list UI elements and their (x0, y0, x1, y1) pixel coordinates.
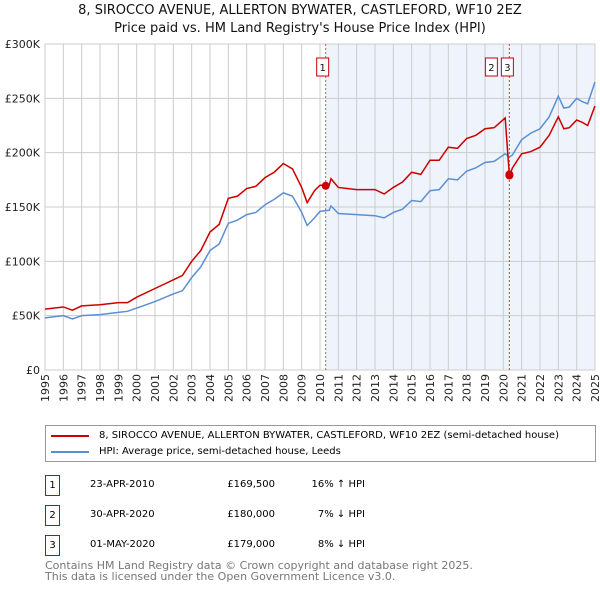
x-tick-label: 2012 (351, 374, 364, 402)
sale-number: 2 (45, 505, 60, 526)
x-tick-label: 2025 (589, 374, 600, 402)
sale-label-box (316, 57, 330, 77)
x-tick-label: 2006 (241, 374, 254, 402)
sale-price: £179,000 (227, 539, 275, 550)
legend-label-property: 8, SIROCCO AVENUE, ALLERTON BYWATER, CAS… (99, 430, 559, 441)
x-tick-label: 2002 (167, 374, 180, 402)
y-tick-label: £100K (5, 255, 41, 268)
x-tick-label: 2003 (186, 374, 199, 402)
hpi-line (44, 81, 596, 320)
x-tick-label: 2015 (406, 374, 419, 402)
x-tick-label: 2004 (204, 374, 217, 402)
sale-label-box (500, 57, 514, 77)
sale-label-number: 1 (319, 63, 325, 74)
x-tick-label: 2017 (442, 374, 455, 402)
footer: Contains HM Land Registry data © Crown c… (45, 560, 473, 582)
sale-hpi: 8% ↓ HPI (317, 539, 365, 550)
sale-number: 1 (45, 475, 60, 496)
sale-row: 3 01-MAY-2020 £179,000 8% ↓ HPI (45, 535, 445, 557)
x-tick-label: 2018 (461, 374, 474, 402)
x-tick-label: 2013 (369, 374, 382, 402)
y-tick-label: £0 (26, 364, 40, 377)
y-tick-label: £50K (12, 310, 41, 323)
x-tick-label: 2000 (131, 374, 144, 402)
y-tick-label: £250K (5, 92, 41, 105)
footer-line-2: This data is licensed under the Open Gov… (45, 570, 396, 583)
plot-area: 1995 1996 1997 1998 1999 2000 2001 2002 2003 2004… (5, 38, 600, 402)
x-tick-label: 2016 (424, 374, 437, 402)
sale-row: 1 23-APR-2010 £169,500 16% ↑ HPI (45, 475, 445, 497)
x-tick-label: 1999 (112, 374, 125, 402)
sale-number: 3 (45, 535, 60, 556)
sale-price: £169,500 (227, 479, 275, 490)
x-tick-label: 2009 (296, 374, 309, 402)
sale-point (321, 181, 330, 190)
chart-title: 8, SIROCCO AVENUE, ALLERTON BYWATER, CAS… (78, 3, 522, 18)
legend-swatch-hpi (51, 450, 89, 453)
x-tick-label: 2022 (534, 374, 547, 402)
footer-line-1: Contains HM Land Registry data © Crown c… (45, 559, 473, 572)
sale-hpi: 16% ↑ HPI (311, 479, 365, 490)
x-tick-label: 2010 (314, 374, 327, 402)
chart-subtitle: Price paid vs. HM Land Registry's House … (114, 21, 486, 36)
sale-label-number: 2 (488, 63, 494, 74)
x-tick-label: 2001 (149, 374, 162, 402)
x-tick-label: 1995 (39, 374, 52, 402)
sale-point (505, 171, 514, 180)
sale-row: 2 30-APR-2020 £180,000 7% ↓ HPI (45, 505, 445, 527)
x-tick-label: 1998 (94, 374, 107, 402)
x-tick-label: 2020 (497, 374, 510, 402)
y-tick-label: £300K (5, 38, 41, 51)
sale-date: 23-APR-2010 (90, 479, 155, 490)
x-tick-label: 2011 (332, 374, 345, 402)
y-tick-label: £150K (5, 201, 41, 214)
sale-label-box (484, 57, 498, 77)
x-tick-label: 1997 (76, 374, 89, 402)
legend: 8, SIROCCO AVENUE, ALLERTON BYWATER, CAS… (45, 425, 596, 462)
x-tick-label: 2008 (277, 374, 290, 402)
sale-hpi: 7% ↓ HPI (317, 509, 365, 520)
x-tick-label: 2023 (552, 374, 565, 402)
plot-border (44, 43, 596, 371)
sale-label-number: 3 (504, 63, 510, 74)
sale-price: £180,000 (227, 509, 275, 520)
x-tick-label: 2021 (516, 374, 529, 402)
x-tick-label: 2014 (387, 374, 400, 402)
x-tick-label: 2005 (222, 374, 235, 402)
x-tick-label: 2024 (571, 374, 584, 402)
x-tick-label: 1996 (57, 374, 70, 402)
sale-date: 30-APR-2020 (90, 509, 155, 520)
legend-label-hpi: HPI: Average price, semi-detached house,… (99, 446, 341, 457)
property-price-line (44, 105, 596, 312)
x-tick-label: 2007 (259, 374, 272, 402)
x-tick-label: 2019 (479, 374, 492, 402)
legend-swatch-property (51, 434, 89, 437)
y-tick-label: £200K (5, 147, 41, 160)
sale-date: 01-MAY-2020 (90, 539, 156, 550)
